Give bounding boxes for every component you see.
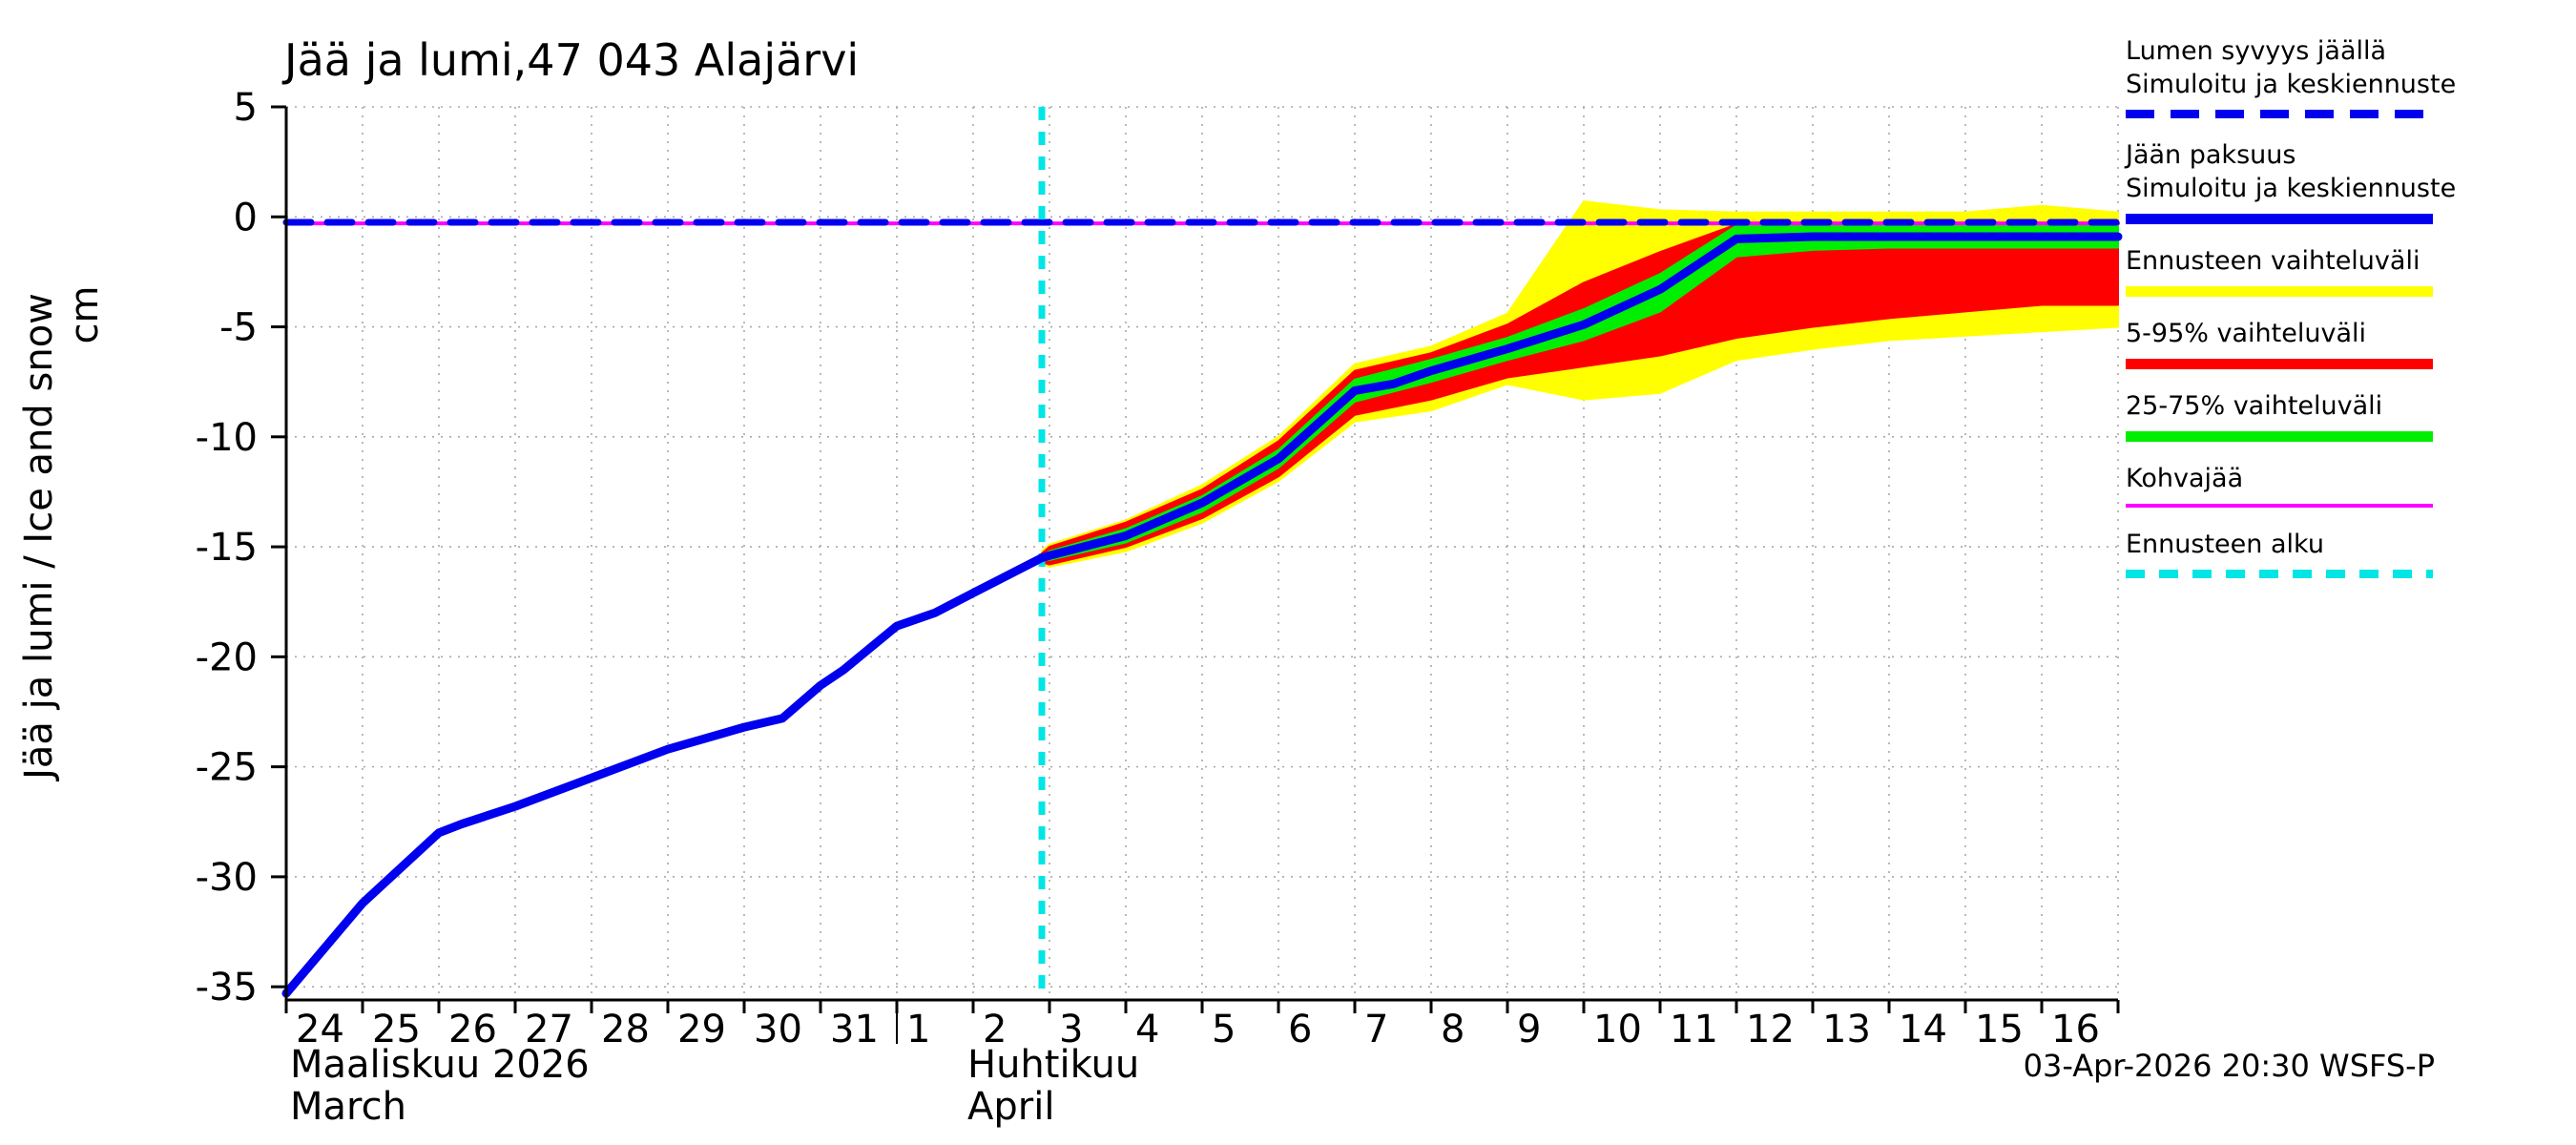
y-tick-label: -30 [196,856,258,900]
legend-item: Lumen syvyys jäällä Simuloitu ja keskienn… [2126,34,2457,118]
x-tick-label: 8 [1441,1008,1465,1051]
timestamp: 03-Apr-2026 20:30 WSFS-P [2023,1048,2435,1084]
legend-line-sample [2126,431,2433,442]
x-tick-label: 15 [1975,1008,2024,1051]
x-tick-label: 5 [1212,1008,1236,1051]
x-tick-label: 29 [677,1008,726,1051]
legend-item: 5-95% vaihteluväli [2126,317,2433,369]
x-tick-label: 30 [754,1008,802,1051]
y-axis-unit-label: cm [63,286,107,344]
legend-item: Ennusteen alku [2126,528,2433,578]
x-tick-label: 7 [1364,1008,1388,1051]
legend-label: Simuloitu ja keskiennuste [2126,70,2457,99]
y-tick-label: -25 [196,746,258,790]
y-tick-label: -20 [196,635,258,679]
band-5-95-range [1041,223,2119,566]
x-tick-label: 9 [1517,1008,1541,1051]
x-tick-label: 28 [601,1008,650,1051]
x-tick-label: 24 [296,1008,344,1051]
y-tick-label: -15 [196,526,258,570]
month-name-fi: Maaliskuu 2026 [290,1043,590,1087]
legend: Lumen syvyys jäällä Simuloitu ja keskienn… [2126,34,2457,598]
legend-item: 25-75% vaihteluväli [2126,389,2433,442]
legend-line-sample [2126,570,2433,578]
x-tick-label: 14 [1899,1008,1947,1051]
x-tick-label: 25 [372,1008,421,1051]
x-tick-label: 12 [1746,1008,1795,1051]
legend-line-sample [2126,504,2433,508]
month-label-march: Maaliskuu 2026 March [290,1044,590,1128]
legend-line-sample [2126,110,2433,118]
legend-item: Jään paksuus Simuloitu ja keskiennuste [2126,138,2457,224]
x-tick-label: 2 [983,1008,1007,1051]
x-tick-label: 11 [1670,1008,1718,1051]
legend-item: Ennusteen vaihteluväli [2126,244,2433,297]
month-name-en: April [967,1085,1055,1129]
x-tick-label: 16 [2051,1008,2100,1051]
y-tick-label: -5 [219,306,258,350]
legend-label: Simuloitu ja keskiennuste [2126,174,2457,203]
legend-label: Ennusteen vaihteluväli [2126,246,2420,276]
ice-thickness-forecast-line [1037,232,2123,563]
month-name-en: March [290,1085,406,1129]
x-tick-label: 3 [1059,1008,1083,1051]
y-tick-label: 5 [234,86,258,130]
legend-line-sample [2126,359,2433,369]
x-tick-label: 1 [906,1008,930,1051]
legend-label: 25-75% vaihteluväli [2126,391,2383,421]
ice-thickness-sim-line [281,553,1047,998]
y-tick-label: -10 [196,416,258,460]
month-name-fi: Huhtikuu [967,1043,1140,1087]
y-tick-label: -35 [196,966,258,1010]
legend-label: Ennusteen alku [2126,530,2324,559]
legend-line-sample [2126,286,2433,297]
y-axis-label: Jää ja lumi / Ice and snow [17,293,61,782]
x-tick-label: 26 [448,1008,497,1051]
legend-label: Lumen syvyys jäällä [2126,36,2387,66]
x-tick-label: 13 [1822,1008,1871,1051]
legend-item: Kohvajää [2126,462,2433,508]
x-tick-label: 31 [830,1008,879,1051]
legend-label: 5-95% vaihteluväli [2126,319,2366,348]
month-label-april: Huhtikuu April [967,1044,1139,1128]
x-tick-label: 6 [1288,1008,1312,1051]
legend-label: Jään paksuus [2126,140,2296,170]
chart-title: Jää ja lumi,47 043 Alajärvi [284,34,860,86]
x-tick-label: 10 [1593,1008,1642,1051]
legend-label: Kohvajää [2126,464,2244,493]
y-tick-label: 0 [234,196,258,239]
legend-line-sample [2126,214,2433,224]
x-tick-label: 27 [525,1008,573,1051]
x-tick-label: 4 [1135,1008,1159,1051]
